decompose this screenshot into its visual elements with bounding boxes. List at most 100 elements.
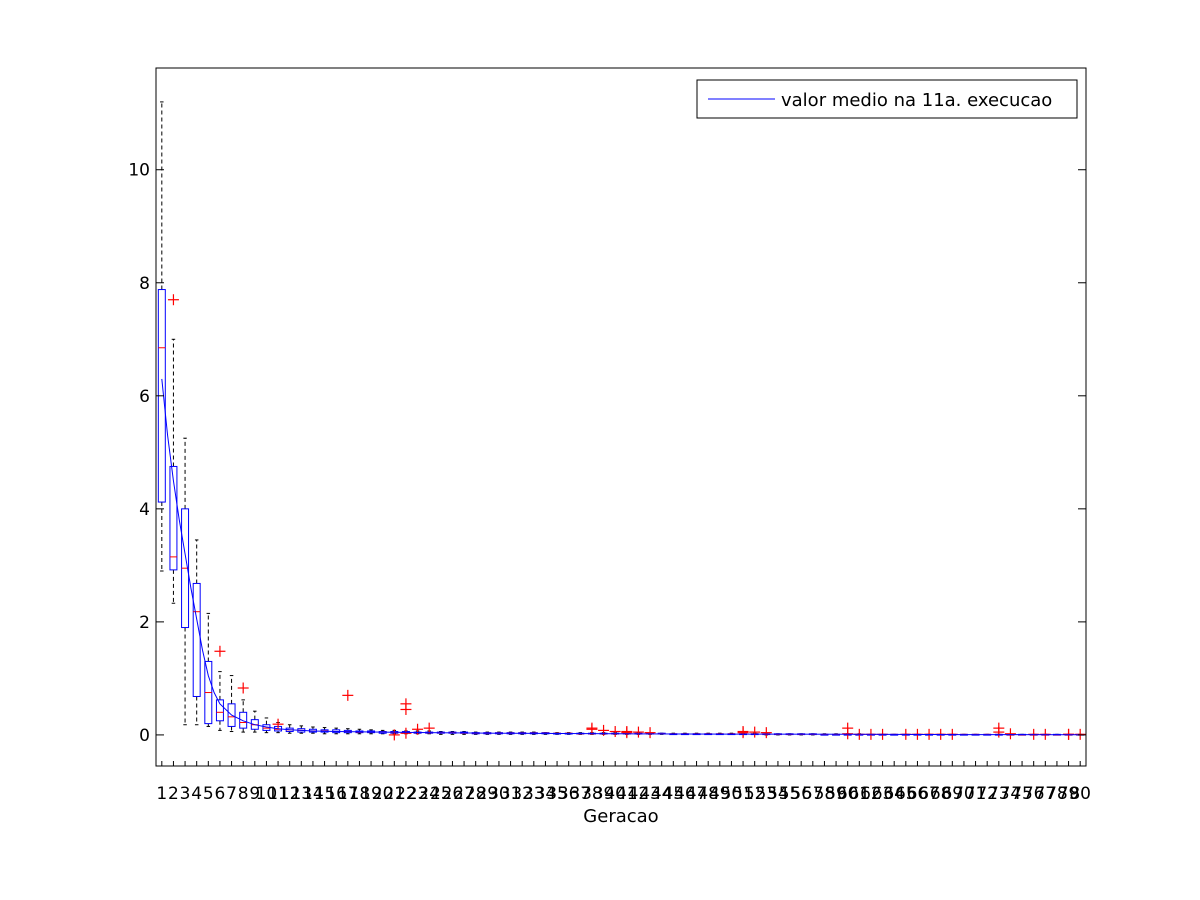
x-tick-label: 59 <box>825 784 847 804</box>
x-tick-label: 15 <box>314 784 336 804</box>
x-axis: 1 2 3 4 5 6 7 8 91011121314151617181920212223242… <box>156 761 1091 804</box>
x-tick-label: 54 <box>767 784 789 804</box>
x-tick-25: 25 <box>430 761 452 804</box>
x-tick-3: 3 <box>180 761 191 804</box>
outlier-marker <box>737 727 749 739</box>
y-tick-8: 8 <box>139 274 1086 294</box>
x-tick-75: 75 <box>1011 761 1033 804</box>
x-axis-label: Geracao <box>583 806 658 827</box>
x-tick-label: 35 <box>546 784 568 804</box>
x-tick-label: 58 <box>814 784 836 804</box>
outlier-marker <box>586 722 598 734</box>
x-tick-13: 13 <box>290 761 312 804</box>
x-tick-31: 31 <box>500 761 521 804</box>
x-tick-15: 15 <box>314 761 336 804</box>
x-tick-label: 79 <box>1058 784 1080 804</box>
x-tick-label: 44 <box>651 784 673 804</box>
x-tick-66: 66 <box>907 761 928 804</box>
x-tick-57: 57 <box>802 761 824 804</box>
box-body <box>227 703 236 727</box>
x-tick-77: 77 <box>1034 761 1056 804</box>
x-tick-label: 40 <box>604 784 626 804</box>
x-tick-22: 22 <box>395 761 417 804</box>
outlier-marker <box>388 729 400 741</box>
y-tick-2: 2 <box>139 613 1086 633</box>
outlier-marker <box>993 726 1005 738</box>
x-tick-label: 61 <box>848 784 870 804</box>
x-tick-label: 30 <box>488 784 510 804</box>
x-tick-label: 71 <box>965 784 987 804</box>
x-tick-label: 77 <box>1034 784 1056 804</box>
x-tick-label: 37 <box>569 784 591 804</box>
x-tick-54: 54 <box>767 761 789 804</box>
outlier-marker <box>644 727 656 739</box>
x-tick-label: 10 <box>256 784 278 804</box>
x-tick-label: 52 <box>744 784 766 804</box>
x-tick-20: 20 <box>372 761 394 804</box>
box-body <box>215 699 224 722</box>
outlier-marker <box>632 726 644 738</box>
x-tick-label: 62 <box>860 784 882 804</box>
x-tick-55: 55 <box>779 761 801 804</box>
outlier-marker <box>423 722 435 734</box>
x-tick-label: 39 <box>593 784 615 804</box>
x-tick-46: 46 <box>674 761 696 804</box>
x-tick-label: 19 <box>360 784 382 804</box>
x-tick-label: 4 <box>191 784 202 804</box>
x-tick-56: 56 <box>790 761 812 804</box>
legend: valor medio na 11a. execucao <box>696 79 1078 119</box>
x-tick-label: 49 <box>709 784 731 804</box>
outlier-marker <box>167 294 179 306</box>
x-tick-14: 14 <box>302 761 324 804</box>
outlier-marker <box>609 726 621 738</box>
x-tick-70: 70 <box>953 761 975 804</box>
x-tick-label: 75 <box>1011 784 1033 804</box>
x-tick-5: 5 <box>203 761 214 804</box>
x-tick-label: 41 <box>616 784 638 804</box>
x-tick-78: 78 <box>1046 761 1068 804</box>
x-tick-65: 65 <box>895 761 917 804</box>
box-2 <box>167 294 179 604</box>
x-tick-label: 67 <box>918 784 940 804</box>
x-tick-32: 32 <box>511 761 533 804</box>
x-tick-label: 32 <box>511 784 533 804</box>
box-6 <box>214 645 226 731</box>
x-tick-11: 11 <box>267 761 289 804</box>
box-7 <box>227 675 236 733</box>
x-tick-label: 48 <box>697 784 719 804</box>
x-tick-17: 17 <box>337 761 359 804</box>
x-tick-10: 10 <box>256 761 278 804</box>
x-tick-label: 80 <box>1069 784 1091 804</box>
x-tick-label: 55 <box>779 784 801 804</box>
x-tick-29: 29 <box>476 761 498 804</box>
x-tick-63: 63 <box>872 761 893 804</box>
box-body <box>239 711 248 729</box>
x-tick-label: 69 <box>941 784 963 804</box>
plot-area <box>156 68 1086 766</box>
x-tick-6: 6 <box>215 761 226 804</box>
x-tick-8: 8 <box>238 761 249 804</box>
x-tick-67: 67 <box>918 761 940 804</box>
x-tick-label: 64 <box>883 784 905 804</box>
x-tick-label: 28 <box>465 784 487 804</box>
x-tick-label: 51 <box>732 784 754 804</box>
x-tick-37: 37 <box>569 761 591 804</box>
x-tick-label: 21 <box>383 784 405 804</box>
x-tick-16: 16 <box>325 761 347 804</box>
x-tick-label: 6 <box>215 784 226 804</box>
x-tick-40: 40 <box>604 761 626 804</box>
x-tick-label: 42 <box>628 784 650 804</box>
x-tick-label: 9 <box>249 784 260 804</box>
x-tick-71: 71 <box>965 761 987 804</box>
x-tick-74: 74 <box>1000 761 1021 804</box>
x-tick-label: 47 <box>686 784 708 804</box>
y-axis: 0 2 4 6 8 10 <box>128 161 1086 746</box>
x-tick-label: 3 <box>180 784 191 804</box>
x-tick-61: 61 <box>848 761 870 804</box>
x-tick-7: 7 <box>226 761 237 804</box>
x-tick-label: 65 <box>895 784 917 804</box>
x-tick-36: 36 <box>558 761 580 804</box>
x-tick-9: 9 <box>249 761 260 804</box>
x-tick-label: 24 <box>418 784 440 804</box>
x-tick-21: 21 <box>383 761 405 804</box>
